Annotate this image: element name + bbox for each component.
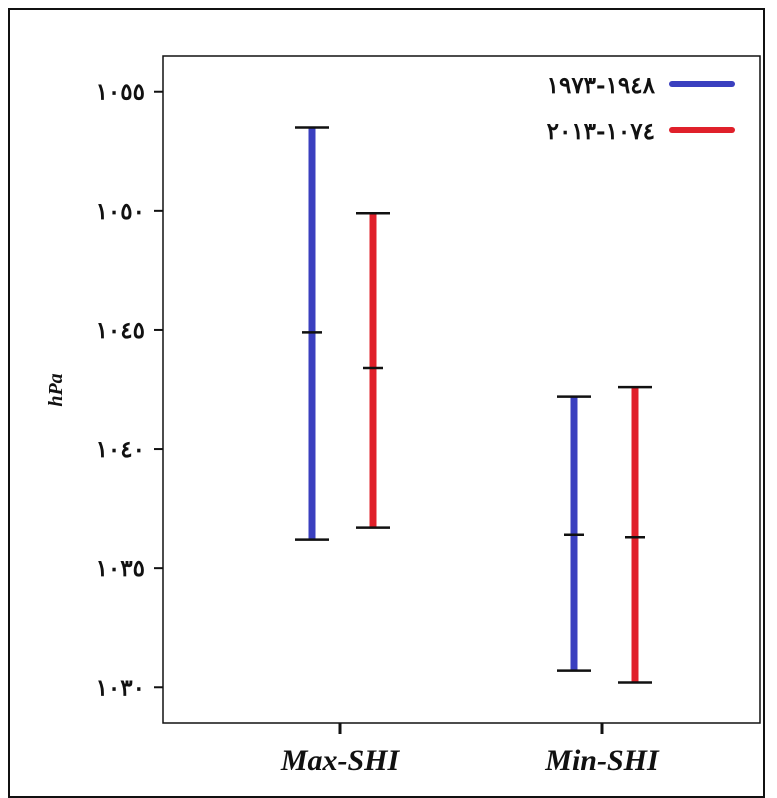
error-bar bbox=[618, 385, 652, 684]
legend: ١٩٤٨-١٩٧٣ ١٠٧٤-٢٠١٣ bbox=[547, 72, 735, 145]
error-bars bbox=[295, 126, 652, 684]
y-tick-label: ١٠٥٥ bbox=[96, 79, 145, 106]
y-tick-label: ١٠٥٠ bbox=[96, 198, 145, 225]
x-axis: Max-SHI Min-SHI bbox=[280, 723, 660, 777]
y-tick-label: ١٠٤٠ bbox=[96, 436, 145, 463]
legend-label: ١٠٧٤-٢٠١٣ bbox=[547, 118, 655, 145]
error-bar bbox=[557, 395, 591, 672]
x-category-label: Min-SHI bbox=[544, 744, 660, 777]
plot-area bbox=[162, 55, 761, 724]
error-bar bbox=[295, 126, 329, 541]
legend-label: ١٩٤٨-١٩٧٣ bbox=[547, 72, 656, 99]
chart-frame: ١٠٣٠ ١٠٣٥ ١٠٤٠ ١٠٤٥ ١٠٥٠ ١٠٥٥ Max-SHI Min-SHI … bbox=[8, 8, 765, 798]
y-tick-label: ١٠٣٠ bbox=[96, 674, 145, 701]
y-tick-label: ١٠٤٥ bbox=[96, 317, 145, 344]
y-axis-title: hPa bbox=[45, 373, 67, 406]
error-bar bbox=[356, 211, 390, 529]
y-axis: ١٠٣٠ ١٠٣٥ ١٠٤٠ ١٠٤٥ ١٠٥٠ ١٠٥٥ bbox=[96, 79, 163, 701]
x-category-label: Max-SHI bbox=[280, 744, 401, 777]
y-tick-label: ١٠٣٥ bbox=[96, 555, 145, 582]
